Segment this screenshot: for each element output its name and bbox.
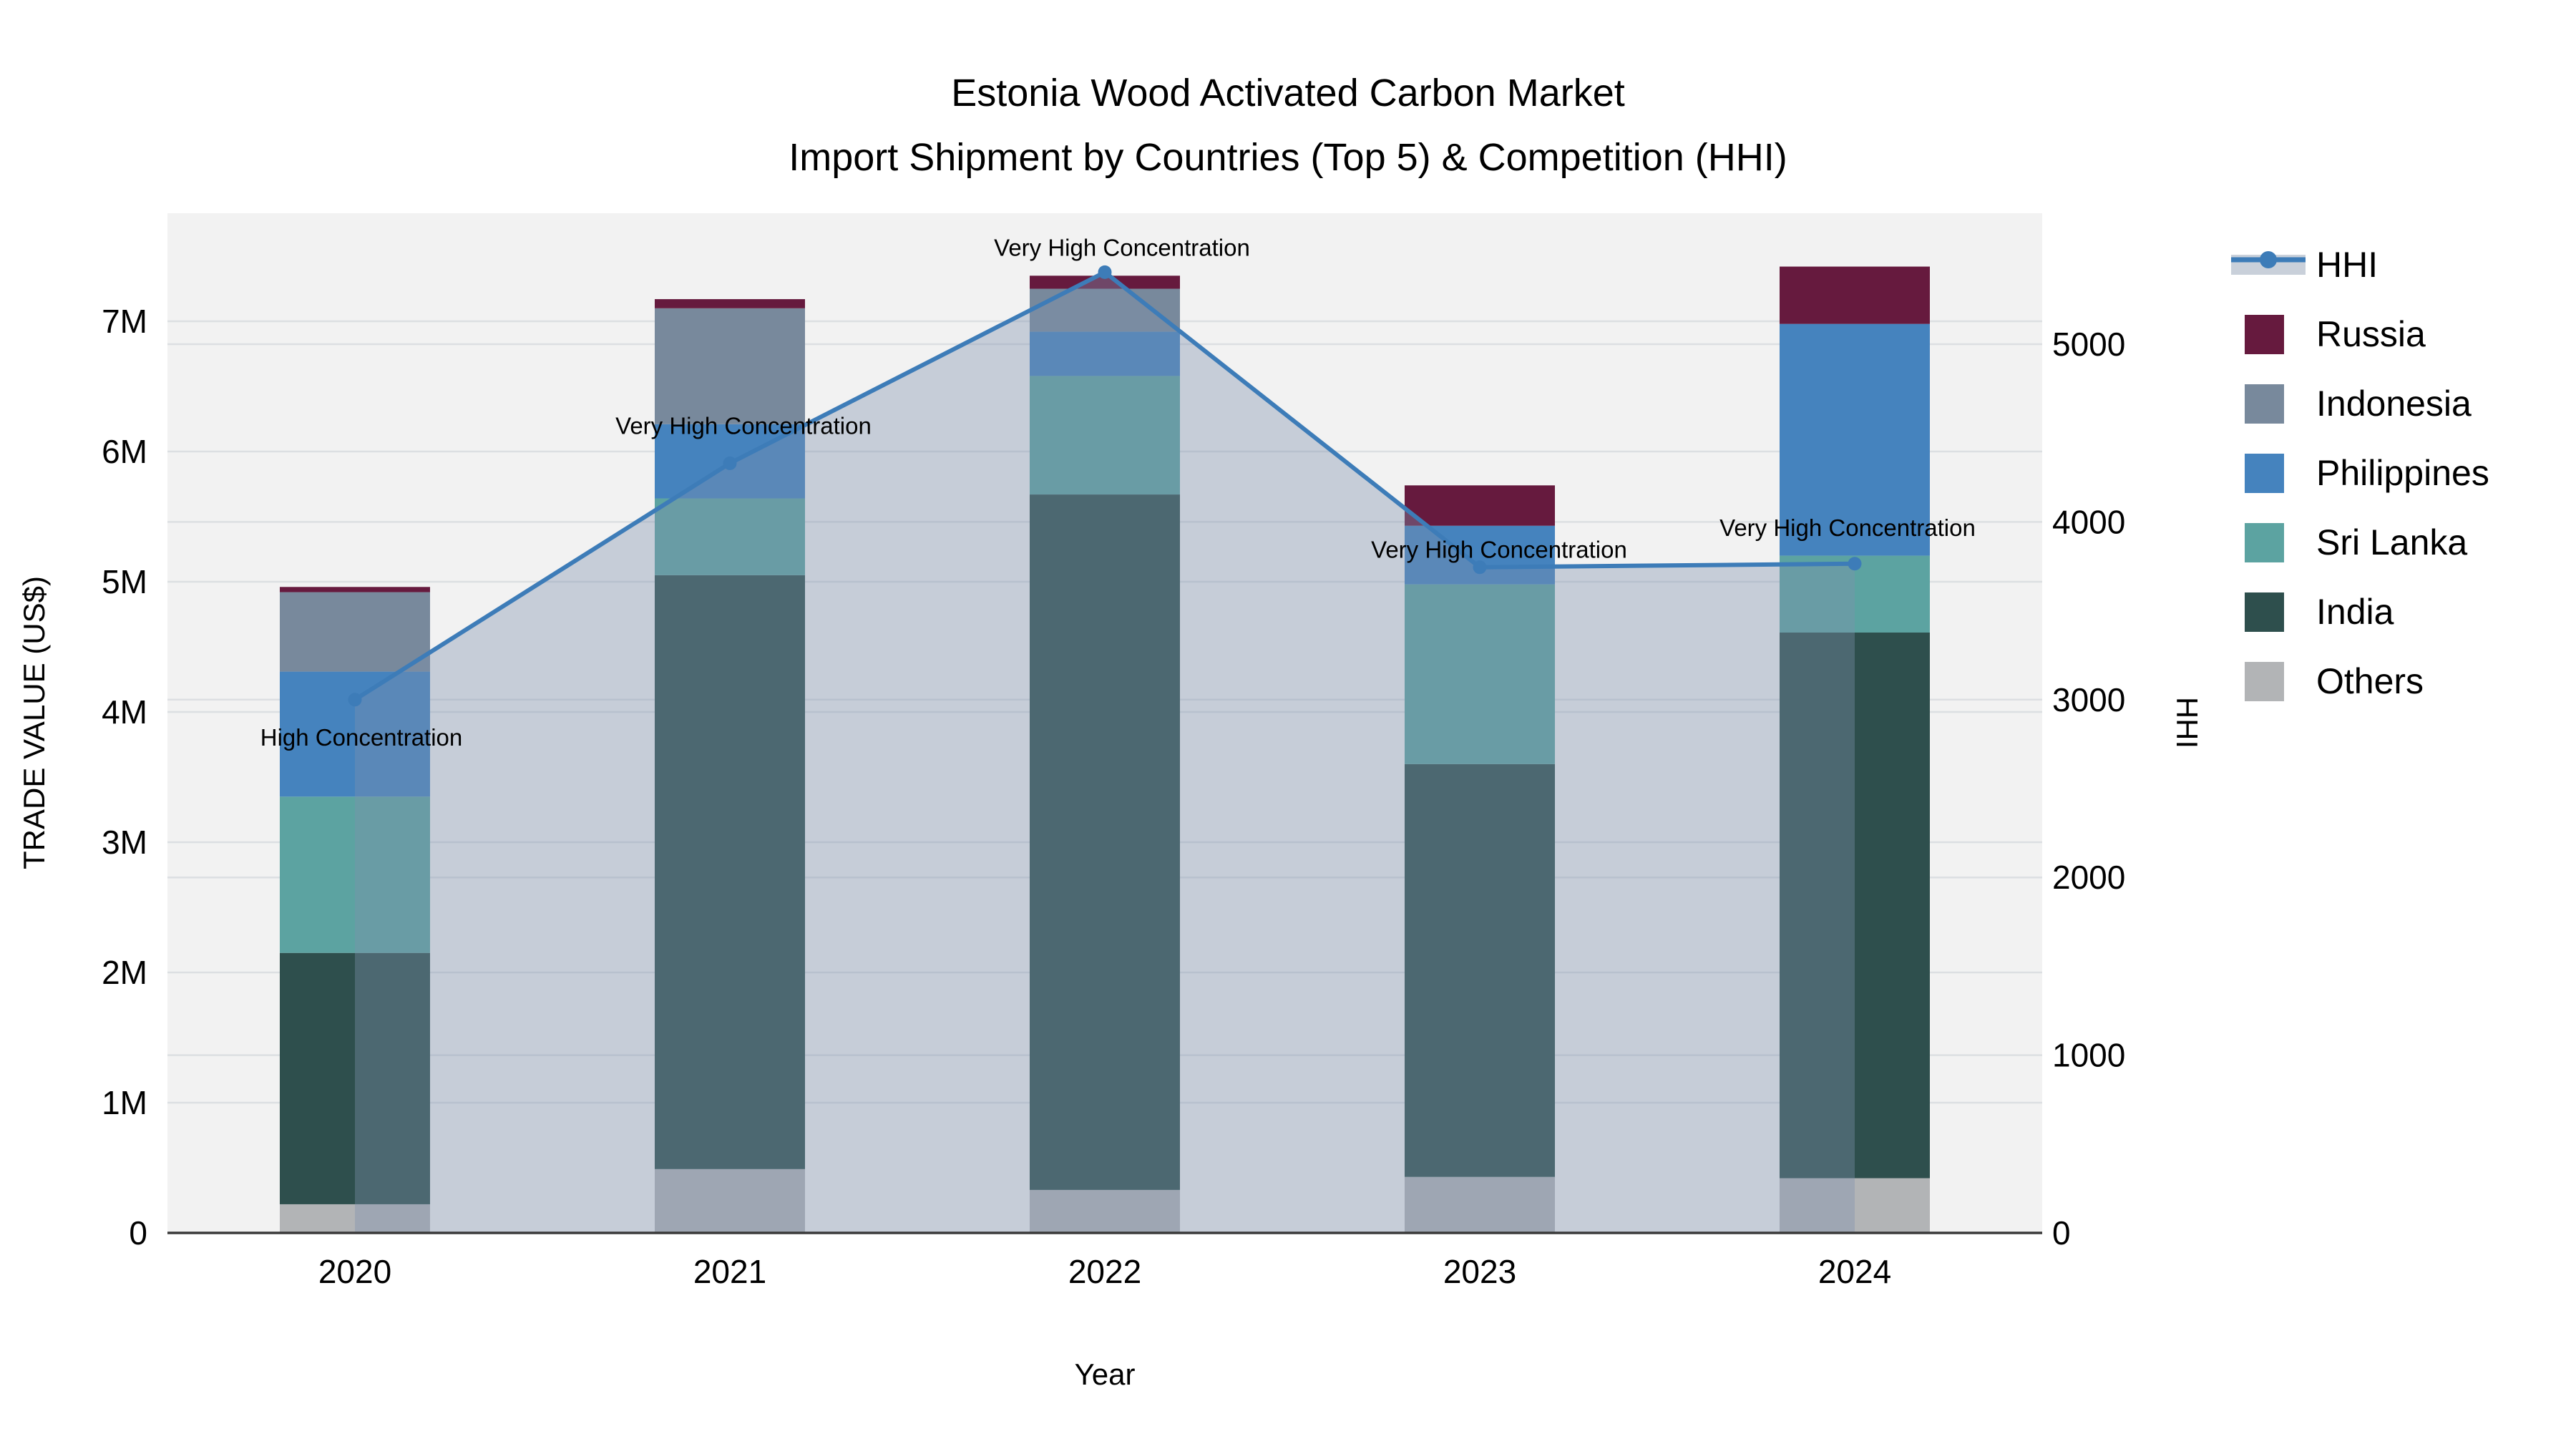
bar-segment-2023-sri-lanka bbox=[1405, 584, 1555, 764]
bar-segment-2022-philippines bbox=[1030, 331, 1180, 376]
y1-tick-0: 0 bbox=[129, 1214, 147, 1252]
bar-segment-2020-sri-lanka bbox=[280, 796, 430, 953]
bar-segment-2024-india bbox=[1780, 632, 1930, 1179]
legend-item-philippines[interactable]: Philippines bbox=[2245, 453, 2489, 493]
bar-segment-2020-russia bbox=[280, 587, 430, 592]
stacked-bars bbox=[280, 266, 1930, 1233]
bar-segment-2020-philippines bbox=[280, 671, 430, 797]
bar-segment-2024-russia bbox=[1780, 266, 1930, 324]
x-tick-2022: 2022 bbox=[1068, 1253, 1141, 1290]
x-tick-2023: 2023 bbox=[1443, 1253, 1516, 1290]
legend-item-indonesia[interactable]: Indonesia bbox=[2245, 384, 2472, 424]
y2-tick-4000: 4000 bbox=[2052, 503, 2125, 540]
bar-segment-2023-philippines bbox=[1405, 525, 1555, 585]
legend-label: Indonesia bbox=[2316, 384, 2472, 424]
hhi-area-fill bbox=[355, 272, 1855, 1234]
y1-tick-4M: 4M bbox=[102, 693, 147, 731]
hhi-area bbox=[355, 272, 1855, 1234]
x-tick-2021: 2021 bbox=[693, 1253, 766, 1290]
annotation-2022: Very High Concentration bbox=[994, 234, 1250, 260]
y1-tick-labels: 0 1M 2M 3M 4M 5M 6M 7M bbox=[102, 303, 147, 1252]
x-axis-title: Year bbox=[1075, 1357, 1136, 1391]
y1-tick-6M: 6M bbox=[102, 433, 147, 470]
legend-item-india[interactable]: India bbox=[2245, 592, 2394, 632]
x-tick-2024: 2024 bbox=[1818, 1253, 1891, 1290]
y2-tick-labels: 0 1000 2000 3000 4000 5000 bbox=[2052, 326, 2125, 1252]
legend-item-sri-lanka[interactable]: Sri Lanka bbox=[2245, 522, 2467, 562]
chart-title-line2: Import Shipment by Countries (Top 5) & C… bbox=[789, 136, 1787, 179]
chart-title-line1: Estonia Wood Activated Carbon Market bbox=[951, 72, 1625, 114]
legend-label: Sri Lanka bbox=[2316, 522, 2467, 562]
bar-segment-2024-others bbox=[1780, 1178, 1930, 1233]
y2-axis-title: HHI bbox=[2170, 697, 2204, 748]
hhi-marker-2022 bbox=[1098, 265, 1112, 279]
y2-tick-0: 0 bbox=[2052, 1214, 2071, 1252]
legend-item-others[interactable]: Others bbox=[2245, 661, 2424, 701]
annotations: High Concentration Very High Concentratio… bbox=[260, 234, 1976, 750]
bar-segment-2022-russia bbox=[1030, 275, 1180, 289]
y1-tick-7M: 7M bbox=[102, 303, 147, 340]
legend-label: Philippines bbox=[2316, 453, 2489, 493]
y1-tick-2M: 2M bbox=[102, 954, 147, 991]
y2-tick-5000: 5000 bbox=[2052, 326, 2125, 363]
bar-segment-2022-india bbox=[1030, 494, 1180, 1190]
hhi-marker-2023 bbox=[1473, 560, 1487, 575]
hhi-marker-2024 bbox=[1848, 557, 1862, 571]
annotation-2024: Very High Concentration bbox=[1719, 514, 1976, 541]
bar-segment-2021-indonesia bbox=[655, 308, 805, 424]
annotation-2020: High Concentration bbox=[260, 724, 463, 751]
legend-swatch-others bbox=[2245, 662, 2284, 701]
legend-label: Russia bbox=[2316, 314, 2426, 354]
y1-tick-3M: 3M bbox=[102, 824, 147, 861]
bar-segment-2021-sri-lanka bbox=[655, 498, 805, 575]
bar-segment-2023-india bbox=[1405, 763, 1555, 1177]
bar-segment-2021-russia bbox=[655, 299, 805, 308]
y1-tick-5M: 5M bbox=[102, 563, 147, 600]
x-tick-2020: 2020 bbox=[318, 1253, 391, 1290]
y2-tick-1000: 1000 bbox=[2052, 1037, 2125, 1074]
bar-segment-2022-others bbox=[1030, 1189, 1180, 1233]
annotation-2021: Very High Concentration bbox=[615, 412, 872, 439]
bar-segment-2020-indonesia bbox=[280, 592, 430, 672]
legend-swatch-philippines bbox=[2245, 454, 2284, 493]
bar-segment-2020-others bbox=[280, 1204, 430, 1233]
legend-swatch-russia bbox=[2245, 315, 2284, 354]
bar-segment-2023-russia bbox=[1405, 485, 1555, 526]
legend-swatch-indonesia bbox=[2245, 384, 2284, 424]
legend-label: India bbox=[2316, 592, 2394, 632]
hhi-line bbox=[348, 265, 1862, 707]
legend-item-russia[interactable]: Russia bbox=[2245, 314, 2426, 354]
bar-segment-2021-india bbox=[655, 575, 805, 1169]
x-tick-labels: 2020 2021 2022 2023 2024 bbox=[318, 1253, 1891, 1290]
bar-segment-2021-others bbox=[655, 1169, 805, 1233]
annotation-2023: Very High Concentration bbox=[1371, 537, 1627, 563]
legend-label: HHI bbox=[2316, 245, 2378, 285]
legend: HHI Russia Indonesia Philippines Sri Lanka In… bbox=[2231, 245, 2489, 701]
legend-swatch-sri-lanka bbox=[2245, 523, 2284, 562]
legend-item-hhi[interactable]: HHI bbox=[2231, 245, 2378, 285]
y2-tick-2000: 2000 bbox=[2052, 859, 2125, 896]
hhi-legend-marker bbox=[2260, 251, 2277, 268]
legend-swatch-india bbox=[2245, 592, 2284, 632]
y1-axis-title: TRADE VALUE (US$) bbox=[17, 576, 51, 869]
bar-segment-2024-philippines bbox=[1780, 323, 1930, 556]
hhi-marker-2020 bbox=[348, 693, 362, 707]
hhi-marker-2021 bbox=[723, 456, 737, 470]
bar-segment-2023-others bbox=[1405, 1176, 1555, 1233]
y1-tick-1M: 1M bbox=[102, 1084, 147, 1121]
bar-segment-2020-india bbox=[280, 952, 430, 1204]
y2-tick-3000: 3000 bbox=[2052, 681, 2125, 718]
bar-segment-2022-sri-lanka bbox=[1030, 376, 1180, 495]
legend-label: Others bbox=[2316, 661, 2424, 701]
